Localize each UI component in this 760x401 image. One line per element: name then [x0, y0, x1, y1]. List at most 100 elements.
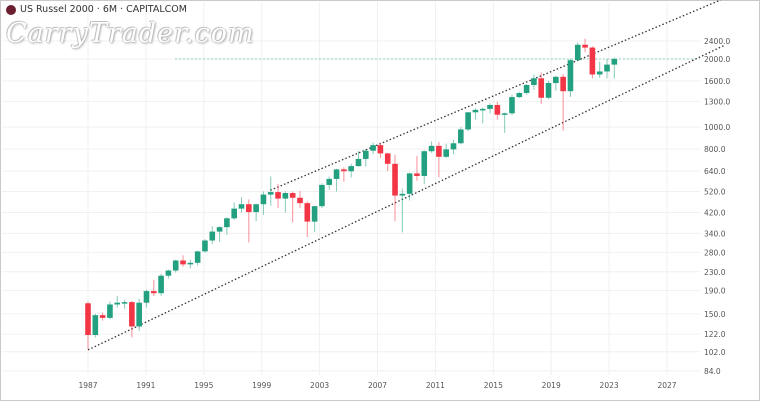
candle-body [275, 192, 281, 199]
candle-2001-H2[interactable] [289, 191, 296, 223]
candle-2011-H1[interactable] [428, 141, 435, 153]
candle-2014-H2[interactable] [479, 107, 486, 124]
candle-2003-H1[interactable] [311, 205, 318, 232]
candle-2008-H2[interactable] [392, 154, 398, 222]
candle-2014-H1[interactable] [472, 108, 479, 120]
channel-lower-line[interactable] [87, 44, 726, 351]
candle-2019-H1[interactable] [545, 80, 552, 100]
candle-2002-H1[interactable] [297, 191, 303, 208]
candle-1995-H2[interactable] [202, 239, 208, 253]
candle-1988-H2[interactable] [99, 312, 106, 321]
candle-body [114, 302, 121, 305]
candle-body [516, 92, 523, 98]
candle-1988-H1[interactable] [92, 313, 99, 338]
candle-1996-H2[interactable] [216, 226, 223, 242]
candle-body [501, 113, 508, 115]
candle-1998-H2[interactable] [246, 199, 252, 243]
candle-1995-H1[interactable] [194, 250, 201, 266]
candle-2013-H1[interactable] [458, 127, 464, 145]
candle-2017-H2[interactable] [523, 84, 530, 95]
candle-2023-H2[interactable] [611, 57, 618, 79]
candle-2022-H2[interactable] [596, 61, 603, 78]
candle-1997-H2[interactable] [231, 202, 237, 220]
candle-2017-H1[interactable] [516, 91, 523, 98]
candle-2018-H2[interactable] [538, 72, 545, 104]
candle-body [172, 260, 179, 271]
candle-1991-H2[interactable] [143, 289, 150, 308]
candle-2005-H1[interactable] [341, 167, 347, 182]
candle-body [92, 315, 99, 335]
candle-2008-H1[interactable] [384, 152, 391, 172]
y-tick-label: 1600.0 [704, 77, 730, 86]
candle-2001-H1[interactable] [282, 191, 289, 213]
candle-body [553, 76, 559, 84]
candle-1990-H2[interactable] [129, 300, 135, 338]
candle-2015-H2[interactable] [494, 101, 501, 120]
candle-2016-H1[interactable] [501, 112, 508, 133]
y-tick-label: 280.0 [704, 248, 726, 257]
candle-2000-H2[interactable] [275, 184, 281, 208]
candle-1992-H2[interactable] [158, 273, 164, 296]
candle-2015-H1[interactable] [487, 103, 493, 114]
candle-1992-H1[interactable] [150, 279, 157, 296]
candle-2022-H1[interactable] [589, 46, 596, 79]
candle-2021-H2[interactable] [582, 38, 588, 53]
candle-2020-H1[interactable] [560, 74, 566, 131]
candle-2003-H2[interactable] [319, 183, 325, 208]
watermark-logo: CarryTrader.com [6, 18, 255, 49]
channel-upper-line[interactable] [270, 0, 721, 191]
candle-2011-H2[interactable] [436, 141, 442, 178]
candle-2009-H2[interactable] [406, 172, 413, 201]
candle-2023-H1[interactable] [604, 58, 610, 79]
candle-2019-H2[interactable] [553, 76, 559, 91]
candle-2004-H1[interactable] [326, 176, 333, 190]
candle-1998-H1[interactable] [238, 197, 245, 213]
candle-1993-H1[interactable] [165, 269, 172, 279]
candle-2007-H2[interactable] [377, 142, 384, 159]
candle-1999-H2[interactable] [260, 191, 267, 215]
candle-2016-H2[interactable] [509, 94, 515, 116]
candle-2010-H1[interactable] [414, 156, 420, 181]
candle-body [180, 260, 186, 265]
candle-2005-H2[interactable] [348, 163, 354, 178]
x-tick-label: 2011 [426, 381, 445, 390]
symbol-title[interactable]: US Russel 2000 · 6M · CAPITALCOM [20, 4, 187, 15]
candle-1991-H1[interactable] [136, 298, 142, 332]
candle-body [99, 315, 106, 318]
candle-body [399, 193, 406, 196]
x-tick-label: 1987 [78, 381, 97, 390]
candle-1987-H2[interactable] [85, 301, 91, 349]
candle-body [465, 112, 471, 130]
candle-2004-H2[interactable] [333, 168, 340, 192]
candle-2012-H2[interactable] [450, 139, 457, 155]
candle-1994-H2[interactable] [187, 259, 194, 269]
candle-2018-H1[interactable] [531, 74, 537, 90]
candle-2012-H1[interactable] [443, 143, 449, 159]
candle-1996-H1[interactable] [209, 226, 216, 245]
candle-2002-H2[interactable] [304, 201, 311, 238]
candle-2010-H2[interactable] [421, 150, 428, 185]
candle-body [479, 108, 486, 111]
candle-2013-H2[interactable] [465, 112, 471, 132]
candle-2009-H1[interactable] [399, 188, 406, 233]
candle-body [523, 84, 530, 93]
candle-2006-H2[interactable] [362, 149, 369, 167]
candle-1989-H1[interactable] [107, 301, 113, 320]
x-tick-label: 2003 [310, 381, 329, 390]
candle-2006-H1[interactable] [355, 150, 362, 167]
candle-body [348, 166, 354, 172]
candle-1994-H1[interactable] [180, 255, 186, 267]
y-tick-label: 1000.0 [704, 123, 730, 132]
candle-1993-H2[interactable] [172, 259, 179, 273]
candle-2000-H1[interactable] [267, 176, 274, 206]
candle-2021-H1[interactable] [574, 42, 581, 61]
candle-2020-H2[interactable] [567, 58, 574, 97]
candle-1999-H1[interactable] [253, 203, 259, 222]
candle-1990-H1[interactable] [121, 299, 128, 309]
candle-2007-H1[interactable] [370, 142, 376, 155]
y-tick-label: 1300.0 [704, 97, 730, 106]
candle-1997-H1[interactable] [224, 217, 230, 235]
candle-body [596, 71, 603, 75]
candle-1989-H2[interactable] [114, 295, 121, 308]
